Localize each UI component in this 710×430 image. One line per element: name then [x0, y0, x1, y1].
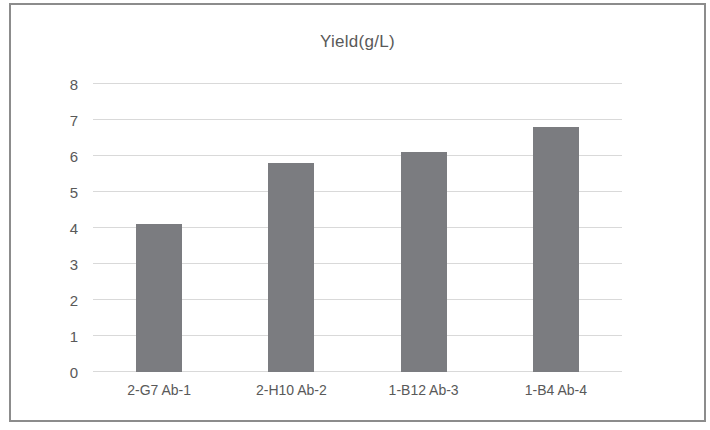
plot-area — [93, 84, 622, 372]
gridline — [93, 83, 622, 84]
chart-title: Yield(g/L) — [93, 31, 622, 52]
y-axis-labels: 012345678 — [0, 84, 93, 372]
bar — [533, 127, 579, 372]
x-tick-label: 1-B4 Ab-4 — [525, 381, 587, 399]
y-tick-label: 7 — [38, 113, 78, 128]
y-tick-label: 3 — [38, 257, 78, 272]
bar — [401, 152, 447, 372]
y-tick-label: 0 — [38, 365, 78, 380]
x-tick-label: 1-B12 Ab-3 — [389, 381, 459, 399]
y-tick-label: 8 — [38, 77, 78, 92]
y-tick-label: 2 — [38, 293, 78, 308]
chart-figure: Yield(g/L) 0 1 2 3 4 5 6 7 8 2-G7 Ab-1 2-H10 Ab-2… — [0, 0, 710, 430]
y-tick-label: 1 — [38, 329, 78, 344]
x-tick-label: 2-H10 Ab-2 — [256, 381, 327, 399]
x-axis-labels: 2-G7 Ab-1 2-H10 Ab-2 1-B12 Ab-3 1-B4 Ab-4 — [93, 381, 622, 399]
y-tick-label: 6 — [38, 149, 78, 164]
y-tick-label: 4 — [38, 221, 78, 236]
y-tick-label: 5 — [38, 185, 78, 200]
gridline — [93, 119, 622, 120]
x-tick-label: 2-G7 Ab-1 — [127, 381, 191, 399]
bar — [268, 163, 314, 372]
bar — [136, 224, 182, 372]
